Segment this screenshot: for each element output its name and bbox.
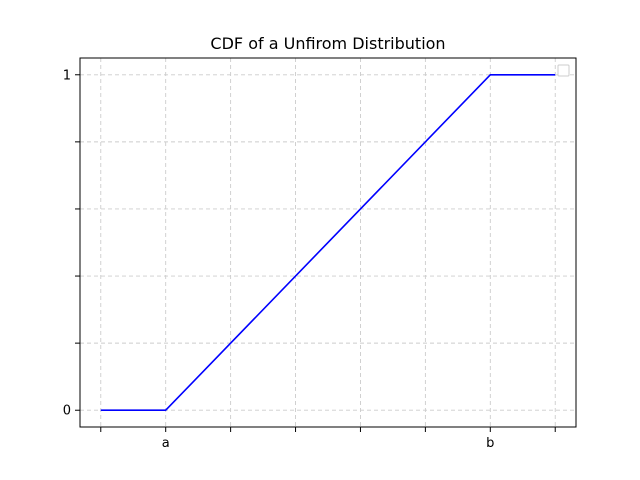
y-tick-label: 0 xyxy=(63,404,71,419)
x-tick-label: b xyxy=(486,436,494,451)
y-tick-label: 1 xyxy=(63,68,71,83)
chart-title: CDF of a Unfirom Distribution xyxy=(210,34,445,53)
series-layer xyxy=(100,73,556,412)
legend-box xyxy=(557,64,570,77)
axes-frame xyxy=(79,57,577,428)
x-tick-label: a xyxy=(162,436,170,451)
grid-layer xyxy=(80,58,576,427)
cdf-series-line xyxy=(100,73,556,412)
tick-layer: a b 0 1 xyxy=(63,68,556,451)
